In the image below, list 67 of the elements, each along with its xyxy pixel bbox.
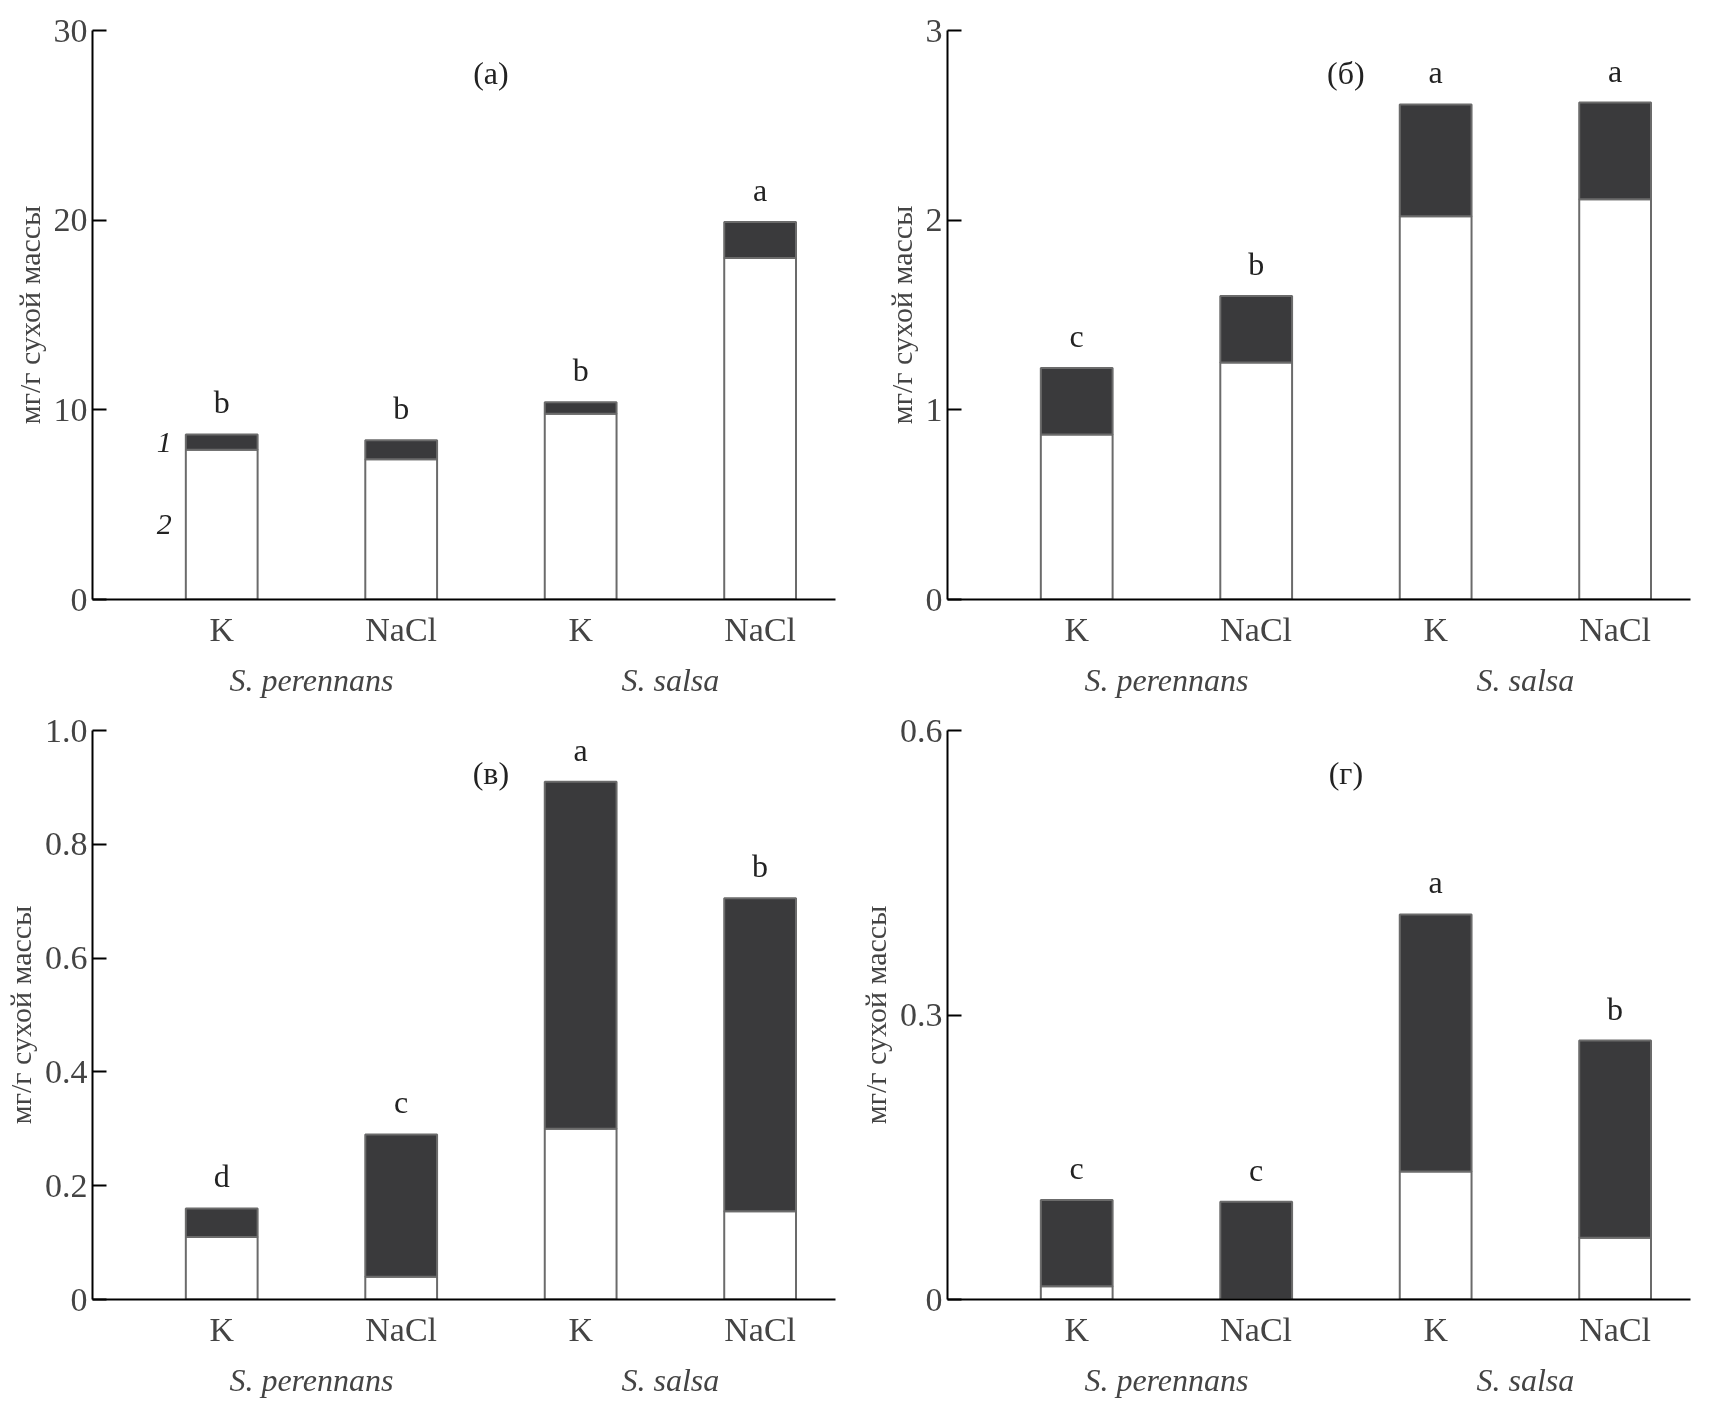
x-tick-label: K: [568, 610, 594, 648]
text: (г): [1328, 754, 1364, 791]
y-axis-title: мг/г сухой массы: [4, 905, 37, 1125]
annotation: b: [572, 352, 589, 389]
x-tick-label: K: [1064, 610, 1090, 648]
annotation: c: [394, 1084, 409, 1121]
y-tick-label: 10: [53, 390, 88, 428]
text: (б): [1327, 54, 1365, 91]
annotation: c: [1069, 1149, 1084, 1186]
annotation: a: [573, 731, 588, 768]
x-tick-label: NaCl: [724, 1310, 797, 1348]
text: S. perennans: [1084, 661, 1249, 698]
annotation: b: [752, 848, 769, 885]
annotation: b: [213, 384, 230, 421]
y-tick-label: 1.0: [45, 711, 88, 749]
text: S. perennans: [229, 661, 394, 698]
x-tick-label: K: [209, 1310, 235, 1348]
text: S. salsa: [621, 661, 720, 698]
y-axis-title: мг/г сухой массы: [12, 205, 46, 425]
text: S. perennans: [229, 1361, 394, 1398]
x-tick-label: K: [1423, 1310, 1449, 1348]
y-tick-label: 0: [70, 580, 88, 618]
x-tick-label: NaCl: [365, 1310, 438, 1348]
x-tick-label: NaCl: [1579, 1310, 1652, 1348]
x-tick-label: K: [568, 1310, 594, 1348]
text: S. salsa: [1476, 661, 1575, 698]
y-tick-label: 0.3: [900, 996, 943, 1033]
y-tick-label: 30: [53, 11, 88, 49]
series-label: 1: [156, 424, 172, 458]
y-tick-label: 2: [925, 201, 943, 239]
y-tick-label: 0: [925, 580, 943, 618]
y-tick-label: 3: [925, 11, 943, 49]
x-tick-label: NaCl: [1220, 610, 1293, 648]
y-tick-label: 0: [70, 1280, 88, 1318]
annotation: b: [1248, 246, 1265, 283]
annotation: a: [1608, 52, 1623, 89]
annotation: b: [1607, 990, 1624, 1027]
annotation: d: [213, 1158, 230, 1195]
series-label: 2: [156, 507, 172, 541]
text: S. perennans: [1084, 1361, 1249, 1398]
y-axis-title: мг/г сухой массы: [859, 905, 892, 1125]
annotation: a: [1428, 864, 1443, 901]
x-tick-label: K: [1064, 1310, 1090, 1348]
annotation: b: [393, 390, 410, 427]
annotation: c: [1249, 1151, 1264, 1188]
y-tick-label: 0.2: [45, 1166, 88, 1204]
annotation: c: [1069, 318, 1084, 355]
text: (в): [472, 754, 510, 791]
y-axis-title: мг/г сухой массы: [884, 205, 918, 425]
x-tick-label: K: [209, 610, 235, 648]
x-tick-label: NaCl: [724, 610, 797, 648]
y-tick-label: 0: [925, 1280, 943, 1318]
y-tick-label: 1: [925, 390, 943, 428]
y-tick-label: 0.4: [45, 1052, 88, 1090]
text: S. salsa: [621, 1361, 720, 1398]
y-tick-label: 20: [53, 201, 88, 239]
x-tick-label: NaCl: [1220, 1310, 1293, 1348]
text: (a): [473, 54, 509, 91]
x-tick-label: NaCl: [1579, 610, 1652, 648]
x-tick-label: NaCl: [365, 610, 438, 648]
annotation: a: [753, 172, 768, 209]
annotation: a: [1428, 54, 1443, 91]
y-tick-label: 0.6: [45, 939, 88, 977]
text: S. salsa: [1476, 1361, 1575, 1398]
y-tick-label: 0.6: [900, 711, 943, 749]
y-tick-label: 0.8: [45, 825, 88, 863]
x-tick-label: K: [1423, 610, 1449, 648]
